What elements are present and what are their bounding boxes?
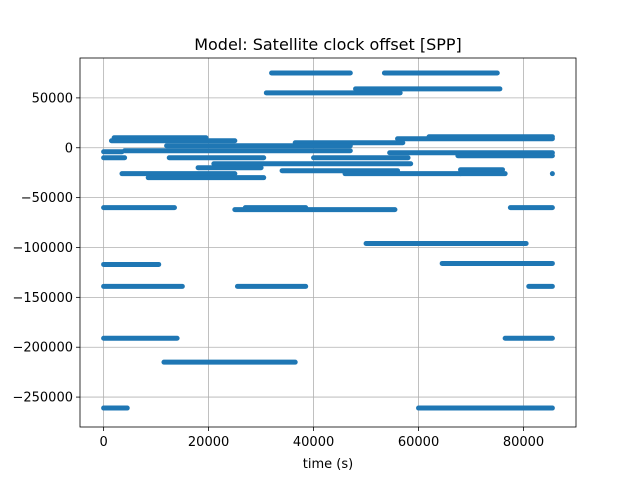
data-series xyxy=(101,70,555,411)
x-tick-label: 20000 xyxy=(188,435,229,450)
x-axis-label: time (s) xyxy=(303,457,353,472)
y-tick-label: −50000 xyxy=(21,191,73,206)
y-tick-label: −200000 xyxy=(12,341,73,356)
x-tick-label: 0 xyxy=(99,435,107,450)
chart-title: Model: Satellite clock offset [SPP] xyxy=(194,35,462,54)
plot-frame xyxy=(79,57,577,428)
x-tick-label: 40000 xyxy=(293,435,334,450)
y-tick-label: 50000 xyxy=(32,91,73,106)
y-tick-label: 0 xyxy=(65,141,73,156)
y-tick-label: −150000 xyxy=(12,291,73,306)
y-tick-label: −250000 xyxy=(12,391,73,406)
data-point xyxy=(549,171,555,177)
y-tick-label: −100000 xyxy=(12,241,73,256)
axis-ticks: 0 20000 40000 60000 80000 −250000 −200000 −1500… xyxy=(12,91,544,450)
x-tick-label: 60000 xyxy=(398,435,439,450)
x-tick-label: 80000 xyxy=(503,435,544,450)
